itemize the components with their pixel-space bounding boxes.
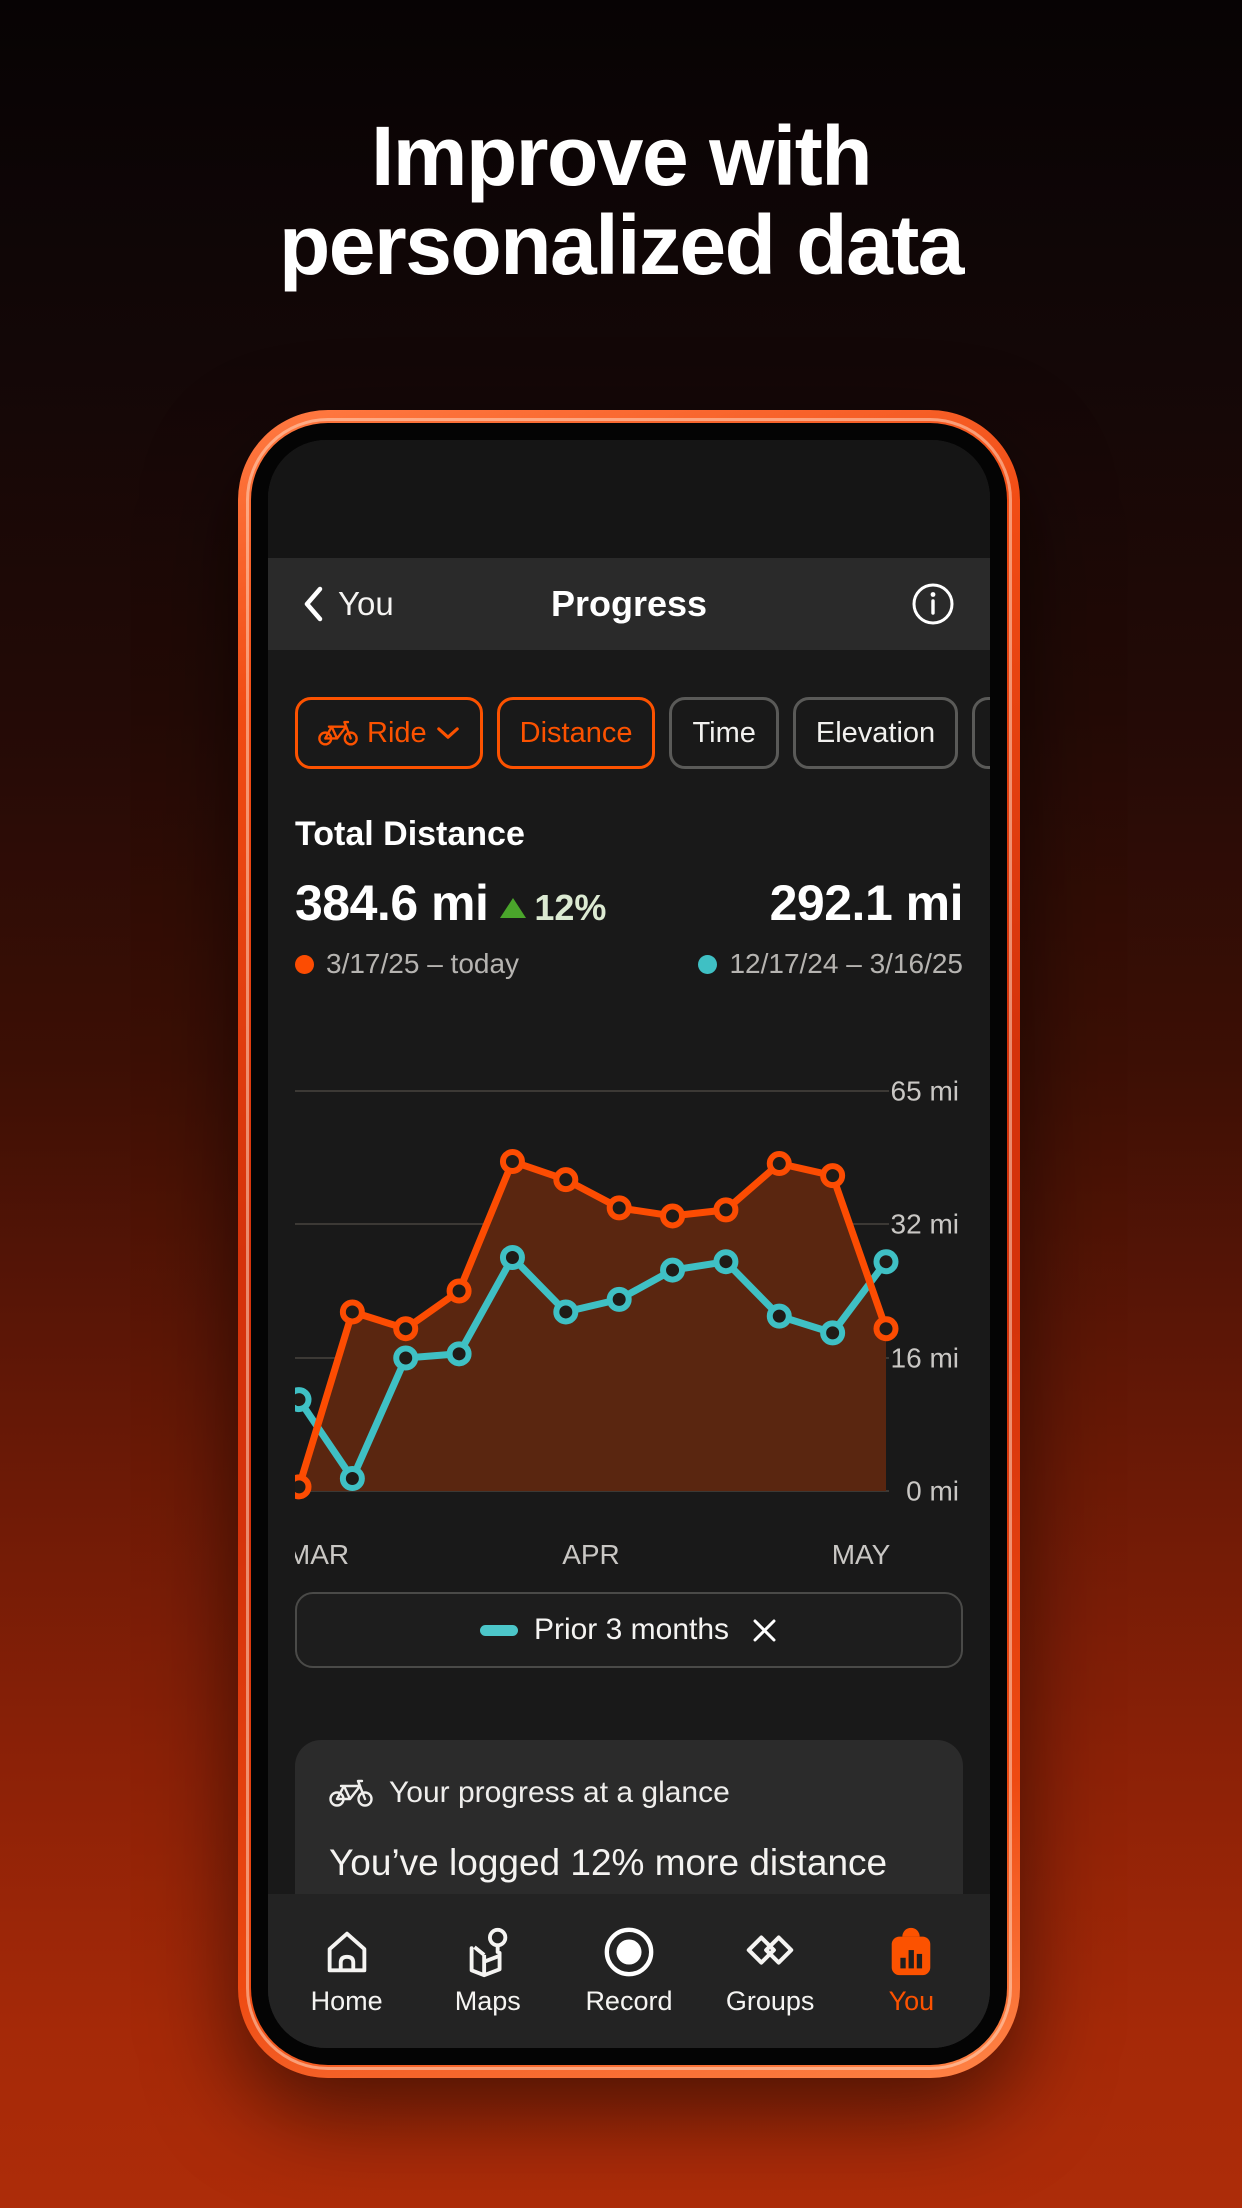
back-label: You [338,585,394,622]
hero-title: Improve with personalized data [0,109,1242,293]
back-button[interactable]: You [302,585,394,623]
insight-card-title: Your progress at a glance [389,1776,730,1809]
chevron-down-icon [436,726,460,741]
nav-item-record[interactable]: Record [569,1925,689,2017]
svg-text:MAR: MAR [295,1539,349,1570]
phone-screen: You Progress Ride [268,440,990,2048]
nav-item-home[interactable]: Home [287,1925,407,2017]
info-icon [912,583,954,625]
section-title: Total Distance [295,815,525,853]
phone-bezel: You Progress Ride [251,423,1007,2065]
info-button[interactable] [910,581,956,627]
metric-chip-label: Elevation [815,716,936,749]
bottom-nav: Home Maps Record [268,1894,990,2048]
metric-chip-elevation[interactable]: Elevation [792,697,959,769]
nav-label: Home [310,1986,383,2016]
delta-badge: 12% [500,887,606,929]
progress-chart[interactable]: 0 mi 16 mi 32 mi 65 mi MAR APR MAY [295,1044,963,1584]
nav-label: Record [585,1986,673,2016]
svg-text:0 mi: 0 mi [906,1476,959,1507]
nav-label: Maps [454,1986,521,2016]
comparison-pill-label: Prior 3 months [533,1613,730,1646]
metric-chip-label: Distance [519,716,633,749]
triangle-up-icon [500,898,527,918]
sport-selector-chip[interactable]: Ride [295,697,483,769]
map-icon [461,1925,515,1979]
record-icon [602,1925,656,1979]
you-stats-icon [884,1925,938,1979]
metric-chip-activities-truncated[interactable]: Act [972,697,990,769]
hero-title-line2: personalized data [278,198,965,293]
svg-text:65 mi: 65 mi [891,1076,959,1107]
svg-text:16 mi: 16 mi [891,1343,959,1374]
chevron-left-icon [302,586,324,622]
nav-item-groups[interactable]: Groups [710,1925,830,2017]
current-total-value: 384.6 mi [295,875,489,931]
metric-chip-label: Time [692,716,756,749]
groups-icon [743,1925,797,1979]
teal-line-swatch [479,1624,518,1636]
metric-chip-distance[interactable]: Distance [496,697,656,769]
sport-label: Ride [367,716,427,749]
nav-label: Groups [725,1986,815,2016]
nav-item-maps[interactable]: Maps [428,1925,548,2017]
hero-title-line1: Improve with [370,109,873,203]
nav-item-you[interactable]: You [851,1925,971,2017]
progress-content: Ride Distance Time Elevation Act Total D… [268,650,990,2048]
nav-label: You [888,1986,935,2016]
svg-text:32 mi: 32 mi [891,1209,959,1240]
home-icon [320,1925,374,1979]
svg-text:APR: APR [562,1539,620,1570]
legend-previous-label: 12/17/24 – 3/16/25 [729,948,963,979]
close-icon[interactable] [751,1617,778,1644]
bike-icon [318,719,358,747]
svg-text:MAY: MAY [832,1539,891,1570]
legend-dot-current [295,954,314,974]
page-title: Progress [550,583,708,624]
app-header: You Progress [268,558,990,650]
legend-row: 3/17/25 – today 12/17/24 – 3/16/25 [295,948,963,980]
legend-dot-previous [698,954,718,974]
metric-chip-time[interactable]: Time [669,697,779,769]
stats-row: 384.6 mi 12% 292.1 mi [295,874,964,932]
delta-value: 12% [534,887,607,928]
legend-current-label: 3/17/25 – today [326,948,520,979]
insight-card-body: You’ve logged 12% more distance [329,1842,888,1883]
legend-previous: 12/17/24 – 3/16/25 [698,948,963,980]
phone-frame: You Progress Ride [238,410,1020,2078]
bike-icon [329,1778,373,1808]
status-bar-spacer [268,440,990,558]
legend-current: 3/17/25 – today [295,948,519,980]
comparison-pill[interactable]: Prior 3 months [295,1592,963,1668]
filter-chip-row: Ride Distance Time Elevation Act [295,697,990,769]
previous-total-value: 292.1 mi [769,875,964,931]
